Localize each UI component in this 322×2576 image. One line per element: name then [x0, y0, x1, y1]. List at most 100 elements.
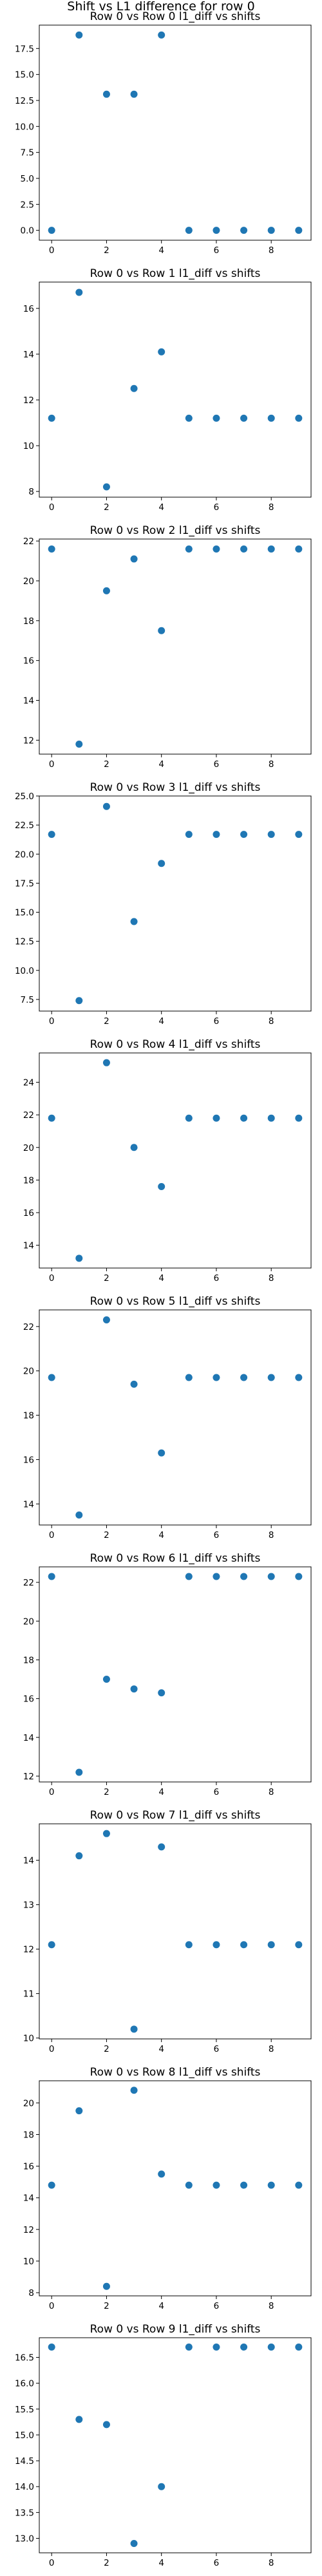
x-tick-label: 2 — [104, 1530, 109, 1540]
data-point — [75, 1852, 83, 1860]
y-tick-label: 13.0 — [15, 2534, 34, 2544]
y-tick-label: 20 — [23, 1367, 34, 1377]
data-point — [185, 2181, 193, 2189]
x-tick-label: 4 — [158, 1273, 164, 1283]
y-tick-label: 16 — [23, 1455, 34, 1465]
data-point — [130, 2087, 138, 2094]
x-tick-label: 8 — [269, 2558, 274, 2568]
y-tick-label: 0.0 — [21, 226, 34, 236]
y-tick-label: 10 — [23, 2034, 34, 2044]
data-point — [130, 1144, 138, 1151]
data-point — [213, 414, 220, 422]
subplot-2: Row 0 vs Row 2 l1_diff vs shifts 12 14 16 18… — [23, 524, 312, 770]
data-point — [295, 1114, 303, 1122]
x-tick-label: 6 — [214, 2558, 220, 2568]
y-tick-label: 16.5 — [15, 2353, 34, 2363]
data-point — [213, 545, 220, 553]
x-tick-label: 8 — [269, 502, 274, 513]
y-tick-label: 16 — [23, 1208, 34, 1218]
x-tick-label: 4 — [158, 759, 164, 770]
figure-suptitle: Shift vs L1 difference for row 0 — [67, 0, 254, 14]
x-tick-label: 4 — [158, 1787, 164, 1797]
x-tick-label: 6 — [214, 759, 220, 770]
y-tick-label: 20 — [23, 576, 34, 587]
data-point — [267, 1941, 275, 1949]
data-point — [130, 384, 138, 392]
data-point — [267, 2181, 275, 2189]
x-tick-label: 6 — [214, 1273, 220, 1283]
x-tick-label: 0 — [49, 1530, 55, 1540]
y-tick-label: 14 — [23, 1856, 34, 1866]
subplot-0: Row 0 vs Row 0 l1_diff vs shifts 0.0 2.5 5.… — [15, 10, 312, 256]
data-point — [102, 483, 110, 491]
data-point — [102, 2421, 110, 2429]
subplot-title: Row 0 vs Row 0 l1_diff vs shifts — [90, 10, 261, 23]
data-point — [267, 1374, 275, 1381]
data-point — [130, 1685, 138, 1693]
data-point — [158, 1449, 166, 1457]
y-tick-label: 12.5 — [15, 96, 34, 106]
data-point — [48, 1374, 55, 1381]
x-tick-label: 0 — [49, 1016, 55, 1027]
data-point — [158, 1182, 166, 1190]
x-tick-label: 4 — [158, 2301, 164, 2311]
subplot-6: Row 0 vs Row 6 l1_diff vs shifts 12 14 16 18… — [23, 1552, 312, 1797]
data-point — [213, 2181, 220, 2189]
axes-frame — [39, 24, 312, 241]
subplot-1: Row 0 vs Row 1 l1_diff vs shifts 8 10 12 14 1… — [23, 267, 312, 513]
y-tick-label: 18 — [23, 1411, 34, 1421]
data-point — [102, 1316, 110, 1323]
data-point — [213, 1374, 220, 1381]
x-tick-label: 8 — [269, 1530, 274, 1540]
data-point — [185, 545, 193, 553]
y-tick-label: 10 — [23, 441, 34, 451]
data-point — [48, 545, 55, 553]
y-tick-label: 14 — [23, 1499, 34, 1510]
data-point — [48, 414, 55, 422]
data-point — [48, 1941, 55, 1949]
axes-frame — [39, 1823, 312, 2040]
y-tick-label: 15.0 — [15, 70, 34, 80]
data-point — [75, 997, 83, 1005]
x-tick-label: 2 — [104, 1273, 109, 1283]
data-point — [295, 1573, 303, 1580]
y-tick-label: 18 — [23, 1655, 34, 1665]
data-point — [102, 2282, 110, 2290]
data-point — [295, 227, 303, 234]
data-point — [240, 545, 248, 553]
subplot-3: Row 0 vs Row 3 l1_diff vs shifts 7.5 10.0 1… — [15, 781, 312, 1027]
data-point — [102, 802, 110, 810]
data-point — [185, 1114, 193, 1122]
y-tick-label: 22.5 — [15, 820, 34, 831]
data-point — [75, 1255, 83, 1262]
data-point — [240, 1374, 248, 1381]
data-point — [102, 1830, 110, 1837]
subplot-8: Row 0 vs Row 8 l1_diff vs shifts 8 10 12 14 1… — [23, 2066, 312, 2311]
y-tick-label: 24 — [23, 1078, 34, 1088]
x-tick-label: 8 — [269, 1273, 274, 1283]
data-point — [267, 545, 275, 553]
y-tick-label: 14.0 — [15, 2482, 34, 2492]
y-tick-label: 16.0 — [15, 2379, 34, 2389]
data-point — [158, 1689, 166, 1697]
data-point — [75, 741, 83, 748]
data-point — [48, 1573, 55, 1580]
y-tick-label: 12 — [23, 1945, 34, 1955]
data-point — [267, 1114, 275, 1122]
y-tick-label: 10.0 — [15, 966, 34, 976]
axes-frame — [39, 538, 312, 755]
x-tick-label: 2 — [104, 2044, 109, 2054]
x-tick-label: 0 — [49, 2301, 55, 2311]
axes-frame — [39, 1566, 312, 1783]
data-point — [295, 2343, 303, 2351]
data-point — [185, 2343, 193, 2351]
x-tick-label: 6 — [214, 245, 220, 256]
y-tick-label: 22 — [23, 536, 34, 547]
data-point — [213, 831, 220, 838]
y-tick-label: 7.5 — [21, 148, 34, 158]
y-tick-label: 14.5 — [15, 2456, 34, 2467]
y-tick-label: 8 — [28, 2288, 34, 2298]
data-point — [185, 1374, 193, 1381]
data-point — [185, 1573, 193, 1580]
axes-frame — [39, 1052, 312, 1269]
